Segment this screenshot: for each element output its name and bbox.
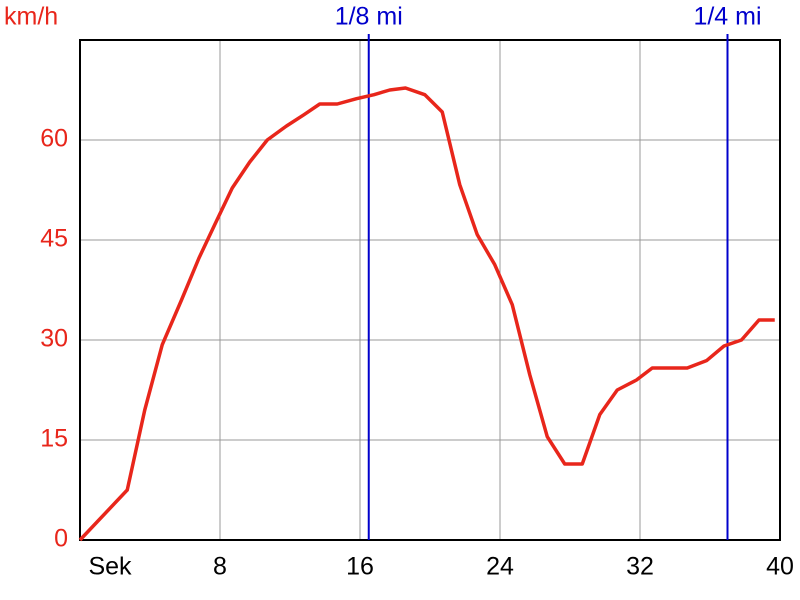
speed-line [78,86,775,542]
distance-marker-label: 1/8 mi [335,3,403,31]
x-tick-label: 16 [346,553,374,581]
x-tick-label: 32 [626,553,654,581]
x-tick-label: 8 [213,553,227,581]
y-tick-label: 15 [40,425,68,453]
distance-marker-label: 1/4 mi [693,3,761,31]
x-tick-label: 40 [766,553,794,581]
plot-frame [79,39,781,541]
y-tick-label: 45 [40,225,68,253]
y-axis-label: km/h [4,3,58,31]
y-tick-label: 30 [40,325,68,353]
y-tick-label: 60 [40,125,68,153]
y-tick-label: 0 [54,525,68,553]
x-tick-label: 24 [486,553,514,581]
x-tick-label: Sek [88,553,132,581]
